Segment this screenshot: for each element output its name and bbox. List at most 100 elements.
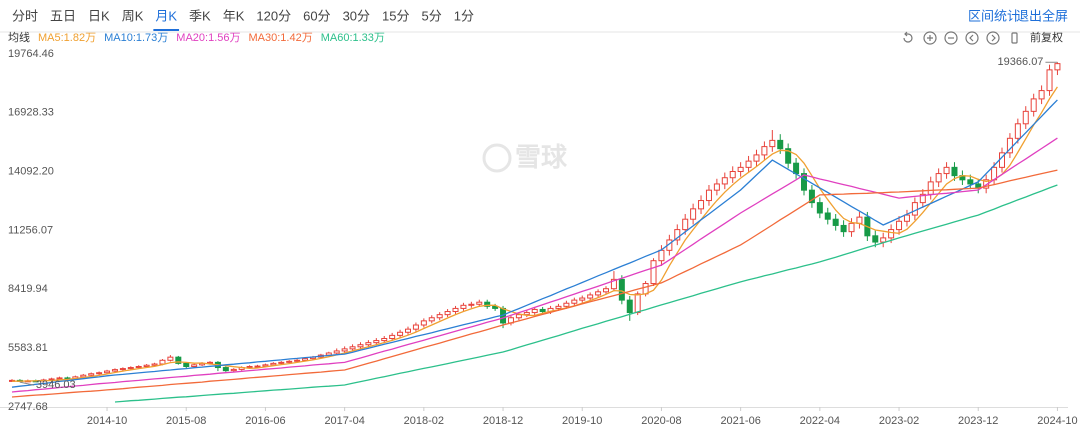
candle-body (1030, 98, 1037, 112)
period-tab[interactable]: 年K (223, 8, 245, 23)
legend-entry: MA10:1.73万 (104, 32, 168, 44)
period-tab[interactable]: 五日 (50, 8, 76, 23)
candle-body (832, 218, 839, 226)
candle-body (468, 303, 475, 306)
period-tab[interactable]: 月K (155, 8, 177, 23)
candle-body (357, 344, 364, 348)
candle-body (135, 366, 142, 369)
candle-body (935, 173, 942, 183)
candle-body (420, 320, 427, 326)
y-tick-label: 14092.20 (8, 166, 54, 178)
candle-body (888, 229, 895, 239)
toolbar-bg (0, 0, 1080, 32)
candle-body (816, 202, 823, 214)
candle-body (919, 193, 926, 204)
candle-body (175, 356, 182, 364)
adjust-mode[interactable]: 前复权 (1030, 30, 1063, 44)
candle-body (967, 179, 974, 185)
candle-body (119, 368, 126, 371)
period-tab[interactable]: 5分 (422, 8, 442, 23)
candle-body (523, 312, 530, 316)
candle-body (1022, 110, 1029, 125)
x-tick-label: 2022-04 (800, 415, 840, 427)
candle-body (610, 278, 617, 290)
x-tick-label: 2015-08 (166, 415, 206, 427)
period-tab[interactable]: 分时 (12, 8, 38, 23)
action-interval[interactable]: 区间统计 (968, 8, 1020, 23)
max-label: 19366.07 (998, 56, 1044, 68)
y-tick-label: 19764.46 (8, 48, 54, 60)
candle-body (698, 200, 705, 210)
next-icon[interactable] (986, 31, 1000, 45)
action-exit-fullscreen[interactable]: 退出全屏 (1016, 8, 1068, 23)
candle-body (191, 364, 198, 368)
candle-body (587, 294, 594, 299)
candle-body (785, 148, 792, 164)
candle-body (286, 360, 293, 363)
candle-body (856, 216, 863, 224)
candle-body (143, 364, 150, 368)
candle-body (349, 346, 356, 350)
candle-body (769, 139, 776, 148)
watermark-text: 雪球 (515, 142, 568, 172)
ma-line (11, 137, 1058, 393)
ma-label: 均线 (8, 30, 30, 44)
candle-body (761, 146, 768, 156)
x-tick-label: 2018-02 (404, 415, 444, 427)
period-tab[interactable]: 60分 (303, 8, 330, 23)
candle-body (880, 237, 887, 243)
candle-body (476, 301, 483, 305)
zoom-in-icon[interactable] (923, 31, 937, 45)
candle-body (642, 283, 649, 295)
x-tick-label: 2019-10 (562, 415, 602, 427)
min-pointer (19, 381, 35, 386)
candle-body (943, 166, 950, 175)
x-tick-label: 2020-08 (641, 415, 681, 427)
x-tick-label: 2021-06 (720, 415, 760, 427)
candle-body (381, 337, 388, 342)
candle-body (412, 324, 419, 330)
candle-body (539, 308, 546, 313)
adjust-icon[interactable] (1011, 32, 1018, 44)
period-tab[interactable]: 季K (189, 8, 211, 23)
period-tab[interactable]: 周K (122, 8, 144, 23)
x-tick-label: 2017-04 (324, 415, 364, 427)
period-tab[interactable]: 1分 (454, 8, 474, 23)
period-tab[interactable]: 日K (88, 8, 110, 23)
candle-body (278, 361, 285, 364)
reset-icon[interactable] (903, 31, 913, 43)
candle-body (808, 189, 815, 204)
legend-entry: MA60:1.33万 (321, 32, 385, 44)
legend-entry: MA20:1.56万 (176, 32, 240, 44)
period-tab[interactable]: 30分 (343, 8, 370, 23)
period-tab[interactable]: 15分 (382, 8, 409, 23)
candle-body (903, 214, 910, 222)
candle-body (515, 314, 522, 319)
candle-body (96, 372, 103, 375)
candle-body (777, 139, 784, 150)
candle-body (690, 208, 697, 220)
min-label: 3946.03 (36, 379, 76, 391)
candle-body (159, 359, 166, 365)
candle-body (563, 302, 570, 307)
candle-body (1054, 63, 1061, 71)
candle-body (848, 222, 855, 233)
candle-body (705, 189, 712, 202)
candle-body (104, 370, 111, 374)
prev-icon[interactable] (965, 31, 979, 45)
candle-body (88, 373, 95, 376)
ma-line (12, 86, 1058, 382)
candle-body (230, 368, 237, 372)
candle-body (682, 218, 689, 231)
candle-body (127, 367, 134, 370)
candle-body (444, 311, 451, 316)
candle-body (1038, 90, 1045, 100)
candle-body (634, 293, 641, 314)
candle-body (341, 348, 348, 352)
zoom-out-icon[interactable] (944, 31, 958, 45)
candle-body (896, 220, 903, 231)
candle-body (618, 278, 625, 301)
candle-body (365, 342, 372, 346)
candle-body (428, 317, 435, 322)
period-tab[interactable]: 120分 (256, 8, 291, 23)
